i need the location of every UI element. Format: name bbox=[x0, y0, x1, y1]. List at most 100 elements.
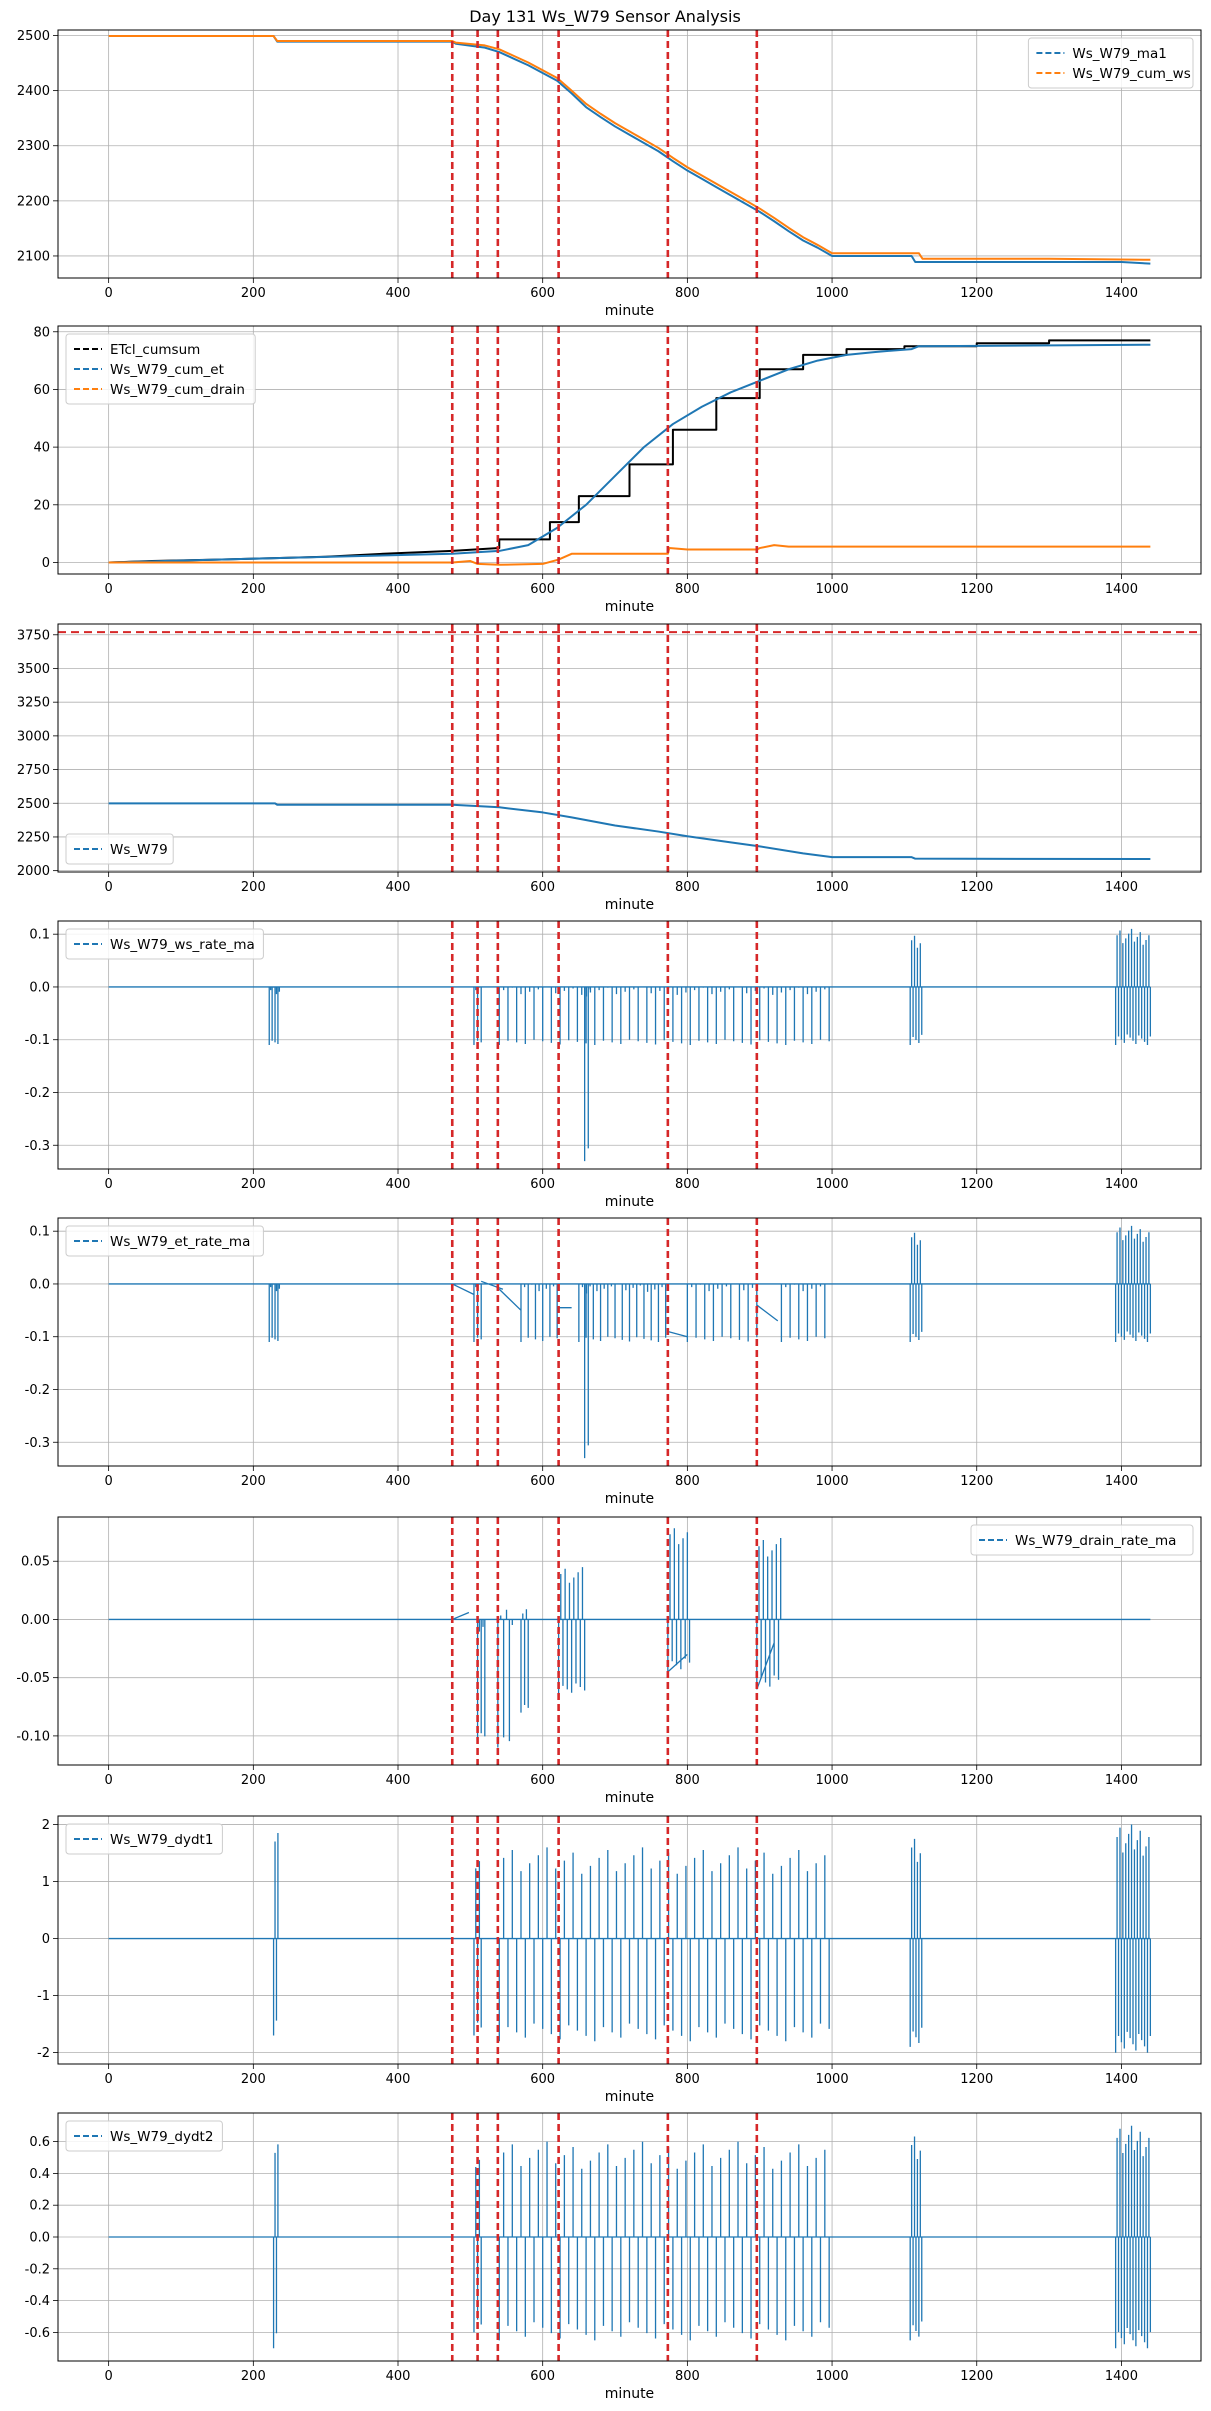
x-tick-label: 1200 bbox=[960, 1474, 993, 1489]
x-tick-label: 800 bbox=[675, 1773, 700, 1788]
y-tick-label: -0.6 bbox=[25, 2326, 50, 2341]
legend: ETcl_cumsum Ws_W79_cum_et Ws_W79_cum_drain bbox=[65, 333, 256, 405]
axes-frame bbox=[57, 623, 1202, 873]
series-line-Ws_W79_cum_ws bbox=[108, 35, 1151, 261]
x-tick-label: 600 bbox=[530, 582, 555, 597]
plot-area bbox=[108, 1218, 1152, 1466]
legend: Ws_W79_drain_rate_ma bbox=[970, 1524, 1194, 1556]
x-axis-label: minute bbox=[605, 897, 654, 913]
panel-p3: 0 200 400 600 800 1000 1200 1400 2000 2250 2500 275… bbox=[17, 623, 1202, 913]
x-tick-label: 600 bbox=[530, 880, 555, 895]
x-tick-label: 1000 bbox=[816, 286, 849, 301]
y-tick-label: 0.2 bbox=[29, 2199, 50, 2214]
x-axis-label: minute bbox=[605, 1194, 654, 1210]
panel-p4: 0 200 400 600 800 1000 1200 1400 0.1 0.0 -0.1 -0.2 -… bbox=[25, 920, 1202, 1210]
y-tick-label: 2 bbox=[42, 1818, 50, 1833]
y-tick-label: 2100 bbox=[17, 249, 50, 264]
x-tick-label: 1000 bbox=[816, 1177, 849, 1192]
y-tick-label: -0.2 bbox=[25, 1086, 50, 1101]
x-tick-label: 400 bbox=[386, 582, 411, 597]
x-tick-label: 1000 bbox=[816, 1773, 849, 1788]
y-tick-label: 20 bbox=[33, 498, 50, 513]
legend-box bbox=[65, 928, 264, 960]
y-tick-label: 0.6 bbox=[29, 2135, 50, 2150]
y-tick-label: -0.05 bbox=[16, 1671, 50, 1686]
plot-area bbox=[108, 326, 1151, 574]
x-tick-label: 200 bbox=[241, 880, 266, 895]
x-tick-label: 200 bbox=[241, 2369, 266, 2384]
y-tick-label: -0.3 bbox=[25, 1139, 50, 1154]
x-axis-label: minute bbox=[605, 599, 654, 615]
panel-p1: 0 200 400 600 800 1000 1200 1400 2100 2200 2300 240… bbox=[17, 29, 1202, 319]
x-tick-label: 800 bbox=[675, 1474, 700, 1489]
x-tick-label: 1000 bbox=[816, 2072, 849, 2087]
y-tick-label: 0.4 bbox=[29, 2167, 50, 2182]
x-tick-label: 200 bbox=[241, 286, 266, 301]
x-tick-label: 0 bbox=[104, 286, 112, 301]
x-tick-label: 600 bbox=[530, 2369, 555, 2384]
x-tick-label: 1400 bbox=[1105, 1474, 1138, 1489]
x-tick-label: 600 bbox=[530, 1773, 555, 1788]
x-tick-label: 200 bbox=[241, 1177, 266, 1192]
y-tick-label: 80 bbox=[33, 325, 50, 340]
x-tick-label: 400 bbox=[386, 1773, 411, 1788]
x-tick-label: 1200 bbox=[960, 2072, 993, 2087]
y-tick-label: 2500 bbox=[17, 29, 50, 44]
y-tick-label: 3750 bbox=[17, 628, 50, 643]
y-tick-label: 40 bbox=[33, 441, 50, 456]
axes-frame bbox=[57, 1217, 1202, 1467]
legend: Ws_W79 bbox=[65, 833, 174, 865]
y-tick-label: 0.0 bbox=[29, 980, 50, 995]
x-tick-label: 1000 bbox=[816, 2369, 849, 2384]
y-tick-label: 2300 bbox=[17, 139, 50, 154]
panel-p5: 0 200 400 600 800 1000 1200 1400 0.1 0.0 -0.1 -0.2 -… bbox=[25, 1217, 1202, 1507]
x-tick-label: 800 bbox=[675, 286, 700, 301]
y-tick-label: 2200 bbox=[17, 194, 50, 209]
x-tick-label: 0 bbox=[104, 2369, 112, 2384]
y-tick-label: -0.4 bbox=[25, 2294, 50, 2309]
y-tick-label: -0.1 bbox=[25, 1033, 50, 1048]
legend-label: Ws_W79_cum_drain bbox=[110, 382, 245, 398]
x-tick-label: 1400 bbox=[1105, 582, 1138, 597]
axes-frame bbox=[57, 920, 1202, 1170]
legend-box bbox=[970, 1524, 1194, 1556]
panel-p2: 0 200 400 600 800 1000 1200 1400 0 20 40 60 80 minute… bbox=[33, 325, 1202, 615]
x-axis-label: minute bbox=[605, 1790, 654, 1806]
y-tick-label: 0.0 bbox=[29, 1277, 50, 1292]
panel-p7: 0 200 400 600 800 1000 1200 1400 2 1 0 -1 -2 minute Ws… bbox=[37, 1815, 1202, 2105]
plot-area bbox=[108, 1517, 1151, 1765]
x-tick-label: 1000 bbox=[816, 582, 849, 597]
x-tick-label: 400 bbox=[386, 1474, 411, 1489]
x-tick-label: 600 bbox=[530, 286, 555, 301]
x-tick-label: 400 bbox=[386, 2369, 411, 2384]
x-tick-label: 1200 bbox=[960, 286, 993, 301]
x-tick-label: 1200 bbox=[960, 2369, 993, 2384]
legend-box bbox=[1027, 37, 1194, 89]
y-tick-label: 60 bbox=[33, 383, 50, 398]
series-line-Ws_W79_dydt2 bbox=[108, 2125, 1152, 2349]
series-line-Ws_W79_cum_et bbox=[108, 343, 1151, 564]
axes-frame bbox=[57, 29, 1202, 279]
x-tick-label: 1400 bbox=[1105, 2072, 1138, 2087]
y-tick-label: 3000 bbox=[17, 729, 50, 744]
x-tick-label: 600 bbox=[530, 1177, 555, 1192]
x-tick-label: 400 bbox=[386, 2072, 411, 2087]
plot-area bbox=[108, 1816, 1152, 2064]
axes-frame bbox=[57, 1815, 1202, 2065]
x-tick-label: 200 bbox=[241, 1773, 266, 1788]
axes-frame bbox=[57, 1516, 1202, 1766]
legend: Ws_W79_ma1 Ws_W79_cum_ws bbox=[1027, 37, 1194, 89]
series-line-Ws_W79_cum_drain bbox=[108, 544, 1151, 566]
y-tick-label: -0.1 bbox=[25, 1330, 50, 1345]
x-tick-label: 200 bbox=[241, 2072, 266, 2087]
x-tick-label: 200 bbox=[241, 582, 266, 597]
legend-box bbox=[65, 1225, 264, 1257]
legend: Ws_W79_dydt1 bbox=[65, 1823, 223, 1855]
series-line-ETcl_cumsum bbox=[108, 339, 1151, 564]
x-tick-label: 1400 bbox=[1105, 880, 1138, 895]
y-tick-label: -1 bbox=[37, 1989, 50, 2004]
y-tick-label: 3500 bbox=[17, 662, 50, 677]
y-tick-label: -2 bbox=[37, 2046, 50, 2061]
y-tick-label: 0 bbox=[42, 1932, 50, 1947]
legend-label: Ws_W79_drain_rate_ma bbox=[1015, 1533, 1176, 1549]
